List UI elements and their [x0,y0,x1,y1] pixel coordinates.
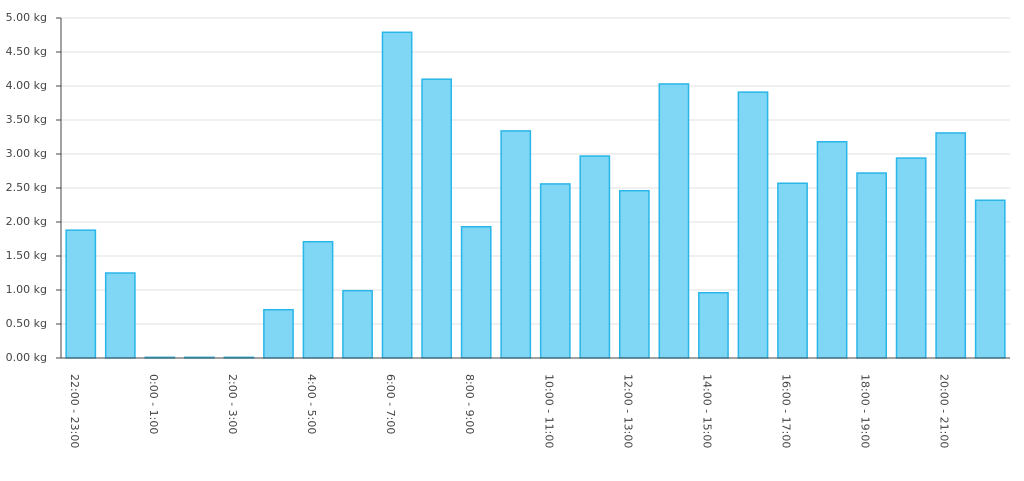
bar [579,155,611,359]
x-tick-label: 20:00 - 21:00 [938,374,951,448]
bar [460,226,492,359]
y-tick-label: 0.00 kg [6,351,47,364]
y-tick-label: 4.50 kg [6,45,47,58]
y-tick-label: 0.50 kg [6,317,47,330]
bar [421,78,453,359]
y-tick-label: 3.50 kg [6,113,47,126]
x-tick-label: 2:00 - 3:00 [226,374,239,434]
x-tick-label: 22:00 - 23:00 [68,374,81,448]
bar [777,182,808,359]
bar [539,183,571,359]
y-tick-label: 1.50 kg [6,249,47,262]
bar [698,291,729,359]
x-tick-label: 14:00 - 15:00 [700,374,713,448]
bar [263,308,294,359]
y-tick-label: 1.00 kg [6,283,47,296]
y-tick-label: 5.00 kg [6,11,47,24]
bar [658,83,690,359]
bar [65,229,97,359]
bar [974,199,1006,359]
bar [381,31,413,359]
x-tick-label: 10:00 - 11:00 [542,374,555,448]
bar [856,172,887,359]
y-tick-label: 2.00 kg [6,215,47,228]
x-tick-label: 16:00 - 17:00 [780,374,793,448]
y-tick-label: 4.00 kg [6,79,47,92]
x-tick-label: 8:00 - 9:00 [463,374,476,434]
y-tick-label: 2.50 kg [6,181,47,194]
bar [104,272,136,359]
x-tick-label: 4:00 - 5:00 [305,374,318,434]
bar [816,141,848,359]
bar [618,189,650,359]
bar [342,289,373,359]
bar [935,132,967,359]
bar [737,91,769,359]
bar [500,130,532,359]
x-tick-label: 18:00 - 19:00 [859,374,872,448]
x-tick-label: 12:00 - 13:00 [621,374,634,448]
bar [302,240,334,359]
x-tick-label: 0:00 - 1:00 [147,374,160,434]
y-tick-label: 3.00 kg [6,147,47,160]
bar [895,157,927,359]
x-tick-label: 6:00 - 7:00 [384,374,397,434]
